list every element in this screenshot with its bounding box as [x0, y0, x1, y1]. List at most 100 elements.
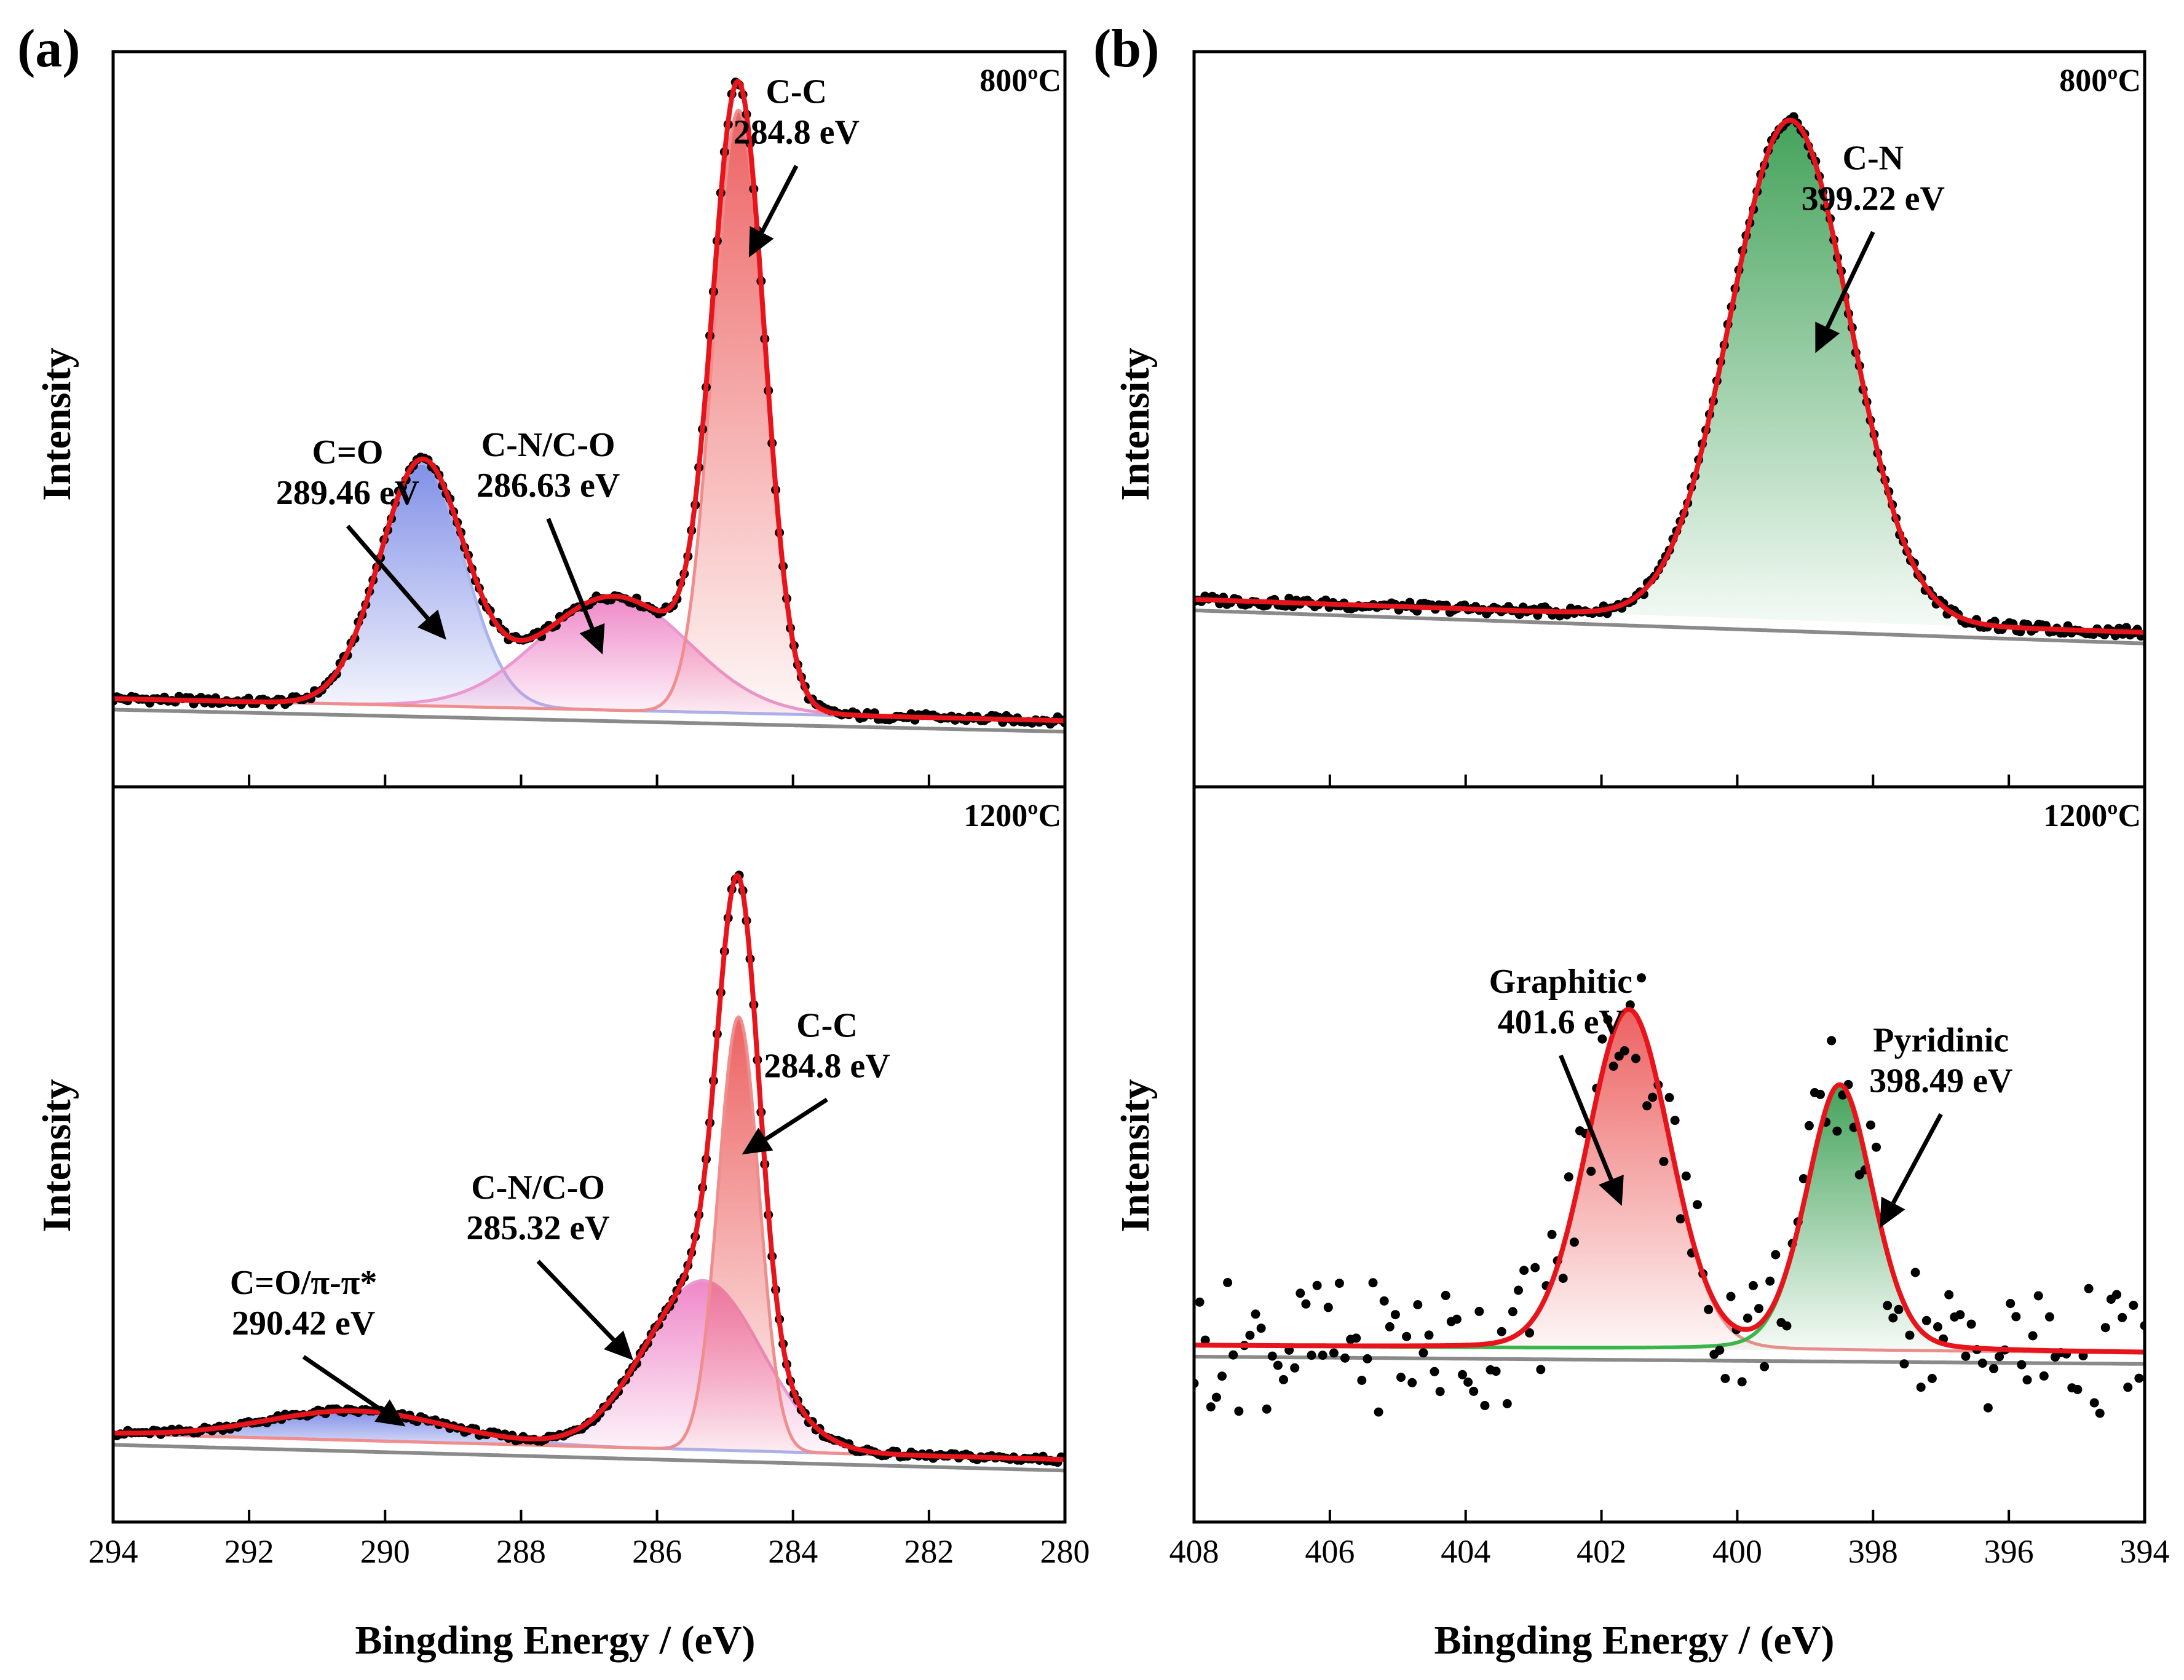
data-point — [1525, 1328, 1535, 1338]
plot-area-a-bottom — [113, 870, 1065, 1473]
plot-frame-a-bottom — [111, 785, 1067, 1524]
data-point — [1620, 1046, 1629, 1055]
data-point — [1608, 1062, 1618, 1071]
annotation-text: 285.32 eV — [466, 1209, 609, 1247]
plot-b-bottom: 408 406 404 402 400 398 396 394 1200ºC Graphitic4… — [1169, 785, 2170, 1570]
data-point — [1307, 1351, 1316, 1360]
annotation-text: C-C — [796, 1007, 858, 1045]
data-point — [1765, 1276, 1775, 1286]
data-point — [1894, 1304, 1904, 1314]
data-point — [2084, 1284, 2094, 1293]
data-point — [1385, 1322, 1395, 1331]
data-point — [1989, 1363, 1998, 1373]
data-point — [1866, 1120, 1875, 1130]
data-point — [1664, 1093, 1674, 1102]
data-point — [1921, 1315, 1931, 1325]
fit-envelope — [113, 79, 1065, 724]
x-tick-label: 400 — [1712, 1533, 1762, 1570]
x-tick-label: 398 — [1848, 1533, 1898, 1570]
data-point — [1206, 1402, 1216, 1412]
annotation-text: C=O — [312, 433, 384, 471]
component-fill-C=O/π-π* — [113, 1411, 1065, 1460]
data-point — [1760, 1362, 1770, 1371]
data-point — [1318, 1351, 1327, 1360]
data-point — [2011, 1312, 2021, 1322]
data-point — [1217, 1371, 1227, 1381]
x-tick-label: 286 — [632, 1533, 682, 1570]
data-point — [1368, 1278, 1378, 1288]
data-point — [1211, 1392, 1221, 1402]
data-point — [2028, 1331, 2038, 1341]
data-point — [1312, 1280, 1322, 1290]
temperature-label-a-top: 800ºC — [979, 63, 1061, 98]
annotation-text: 284.8 eV — [734, 114, 860, 152]
data-point — [1413, 1300, 1423, 1309]
plot-a-bottom: 294 292 290 288 286 284 282 280 1200ºC C=O/π-π*29… — [89, 785, 1090, 1570]
annotation-arrow-shaft — [1559, 1054, 1613, 1181]
data-point — [2134, 1373, 2144, 1383]
data-point — [2022, 1375, 2032, 1385]
annotation-text: 401.6 eV — [1498, 1003, 1624, 1041]
data-point — [1357, 1376, 1367, 1385]
data-point — [1642, 1101, 1652, 1111]
data-point — [1827, 1036, 1837, 1046]
annotation-text: 290.42 eV — [232, 1304, 375, 1343]
data-point — [1491, 1366, 1501, 1376]
data-point — [1452, 1314, 1462, 1324]
annotation-arrow-head — [1880, 1196, 1905, 1228]
plot-area-b-top — [1194, 112, 2145, 645]
annotation-text: C-N — [1843, 139, 1904, 177]
annotation-arrow-head — [374, 1399, 406, 1427]
data-point — [2006, 1299, 2016, 1308]
data-point — [2017, 1360, 2027, 1370]
data-point — [2033, 1291, 2043, 1301]
annotation-text: Pyridinic — [1873, 1022, 2009, 1060]
data-point — [1514, 1285, 1523, 1295]
data-point — [1223, 1278, 1233, 1287]
data-point — [1418, 1348, 1428, 1358]
data-point — [1200, 1335, 1210, 1345]
data-point — [1290, 1363, 1300, 1373]
data-point — [1726, 1292, 1736, 1301]
data-point — [2100, 1323, 2110, 1333]
annotation-arrow-shaft — [1891, 1113, 1943, 1204]
data-point — [1670, 1116, 1680, 1126]
plot-area-b-bottom — [1194, 973, 2145, 1418]
annotation-text: 398.49 eV — [1869, 1062, 2012, 1100]
annotation-arrow-head — [417, 609, 446, 640]
data-point — [2095, 1408, 2105, 1418]
data-point — [1547, 1229, 1557, 1239]
data-point — [1480, 1401, 1490, 1410]
component-fill-C-N/C-O — [113, 596, 1065, 721]
annotation-arrow-shaft — [1826, 231, 1875, 329]
data-point — [1586, 1167, 1596, 1176]
x-tick-label: 292 — [224, 1533, 274, 1570]
data-point — [1463, 1378, 1473, 1387]
data-point — [1569, 1237, 1579, 1247]
x-tick-label: 282 — [904, 1533, 954, 1570]
annotation-arrow-shaft — [764, 1097, 828, 1141]
data-point — [1771, 1250, 1781, 1260]
data-point — [1603, 1015, 1613, 1025]
plot-frame-b-top — [1192, 50, 2146, 789]
data-point — [2044, 1312, 2054, 1322]
annotation-text: C-N/C-O — [481, 426, 615, 464]
annotation-text: C=O/π-π* — [230, 1264, 377, 1302]
annotation-text: 286.63 eV — [477, 467, 620, 505]
temperature-label-a-bottom: 1200ºC — [963, 799, 1061, 834]
annotation-text: 289.46 eV — [276, 474, 419, 512]
data-point — [1228, 1350, 1238, 1360]
data-point — [1195, 1297, 1205, 1307]
data-point — [2118, 1312, 2127, 1322]
data-point — [1983, 1403, 1993, 1413]
data-point — [1681, 1171, 1691, 1181]
data-point — [2073, 1384, 2083, 1394]
data-point — [1430, 1366, 1439, 1376]
x-tick-label: 406 — [1305, 1533, 1355, 1570]
data-point — [1720, 1374, 1730, 1383]
data-point — [1396, 1373, 1406, 1382]
data-point — [1916, 1382, 1926, 1392]
annotation-text: 284.8 eV — [764, 1047, 890, 1086]
